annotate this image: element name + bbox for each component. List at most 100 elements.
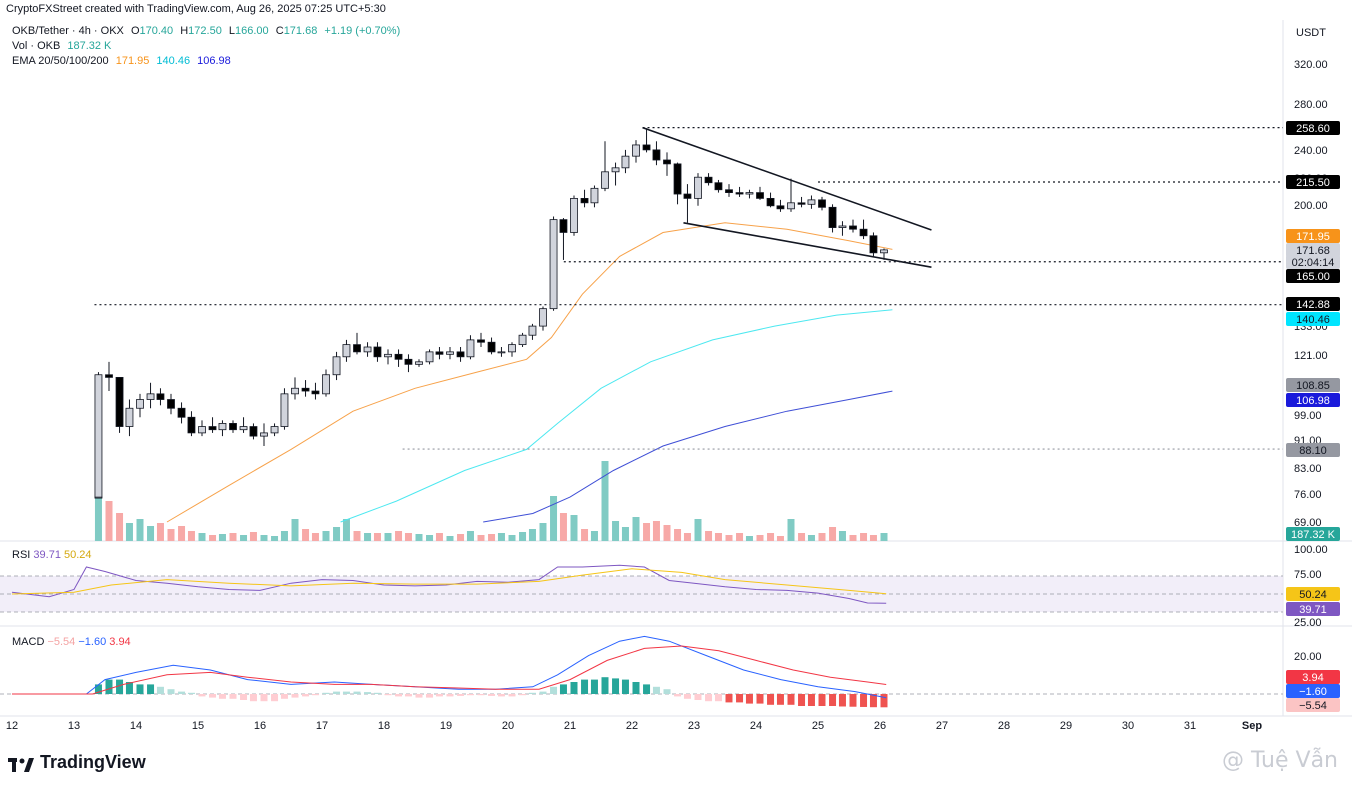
candle-body	[435, 351, 444, 355]
time-axis-label: 28	[998, 720, 1010, 732]
macd-histogram-bar	[271, 694, 279, 702]
price-tag-bg	[1286, 527, 1340, 541]
price-tag-bg	[1286, 175, 1340, 189]
price-tick-label: 99.00	[1294, 410, 1322, 422]
macd-histogram-bar	[384, 694, 392, 696]
macd-histogram-bar	[632, 682, 640, 694]
symbol-name: OKB/Tether · 4h · OKX	[12, 25, 124, 37]
volume-bar	[240, 535, 248, 541]
macd-histogram-bar	[218, 694, 226, 699]
volume-bar	[497, 533, 505, 541]
macd-value: −1.60	[78, 636, 107, 648]
macd-histogram-bar	[209, 694, 217, 698]
candle-body	[807, 199, 816, 205]
time-axis-label: 15	[192, 720, 204, 732]
ohlc-l-value: 166.00	[235, 25, 269, 37]
tradingview-logo[interactable]: TradingView	[8, 752, 146, 773]
candle-body	[105, 374, 113, 378]
macd-histogram-bar	[322, 692, 330, 694]
volume-bar	[787, 519, 795, 541]
price-tag-bg	[1286, 312, 1340, 326]
price-change: +1.19 (+0.70%)	[324, 25, 401, 37]
macd-histogram-bar	[178, 691, 186, 694]
candle-body	[694, 176, 702, 199]
candle-body	[632, 144, 640, 157]
candle-body	[404, 358, 413, 365]
price-tag: 140.46	[1296, 314, 1330, 326]
candle-body	[311, 390, 320, 395]
macd-histogram-bar	[198, 694, 206, 697]
macd-histogram-bar	[311, 694, 319, 696]
volume-bar	[229, 533, 237, 541]
volume-bar	[373, 533, 381, 541]
tradingview-logo-text: TradingView	[40, 752, 146, 772]
ohlc-o-label: O	[130, 25, 140, 37]
time-axis-label: 20	[502, 720, 514, 732]
macd-histogram-bar	[539, 691, 547, 694]
macd-histogram-bar	[94, 684, 102, 694]
volume-bar	[404, 533, 412, 541]
rsi-tag-bg	[1286, 602, 1340, 616]
price-tag-bg	[1286, 255, 1340, 269]
candle-body	[198, 426, 206, 434]
candle-body	[683, 193, 692, 199]
candle-body	[528, 325, 537, 336]
candle-body	[249, 426, 258, 437]
macd-histogram-bar	[652, 686, 660, 694]
price-tick-label: 83.00	[1294, 463, 1322, 475]
volume-bar	[322, 531, 330, 541]
top-bar: CryptoFXStreet created with TradingView.…	[0, 0, 1352, 20]
macd-tag-bg	[1286, 670, 1340, 684]
volume-bar	[105, 501, 113, 541]
volume-bar	[528, 529, 536, 541]
candle-body	[859, 228, 868, 237]
created-caption: CryptoFXStreet created with TradingView.…	[6, 3, 386, 15]
volume-bar	[125, 523, 133, 541]
ohlc-c-value: 171.68	[283, 25, 318, 37]
candle-body	[353, 344, 361, 353]
macd-histogram-bar	[426, 694, 434, 698]
candle-body	[673, 163, 682, 195]
candle-body	[332, 356, 341, 376]
volume-bar	[818, 533, 826, 541]
candle-body	[652, 149, 661, 161]
macd-histogram-bar	[674, 694, 682, 697]
macd-histogram-bar	[714, 694, 722, 702]
price-tag: 106.98	[1296, 395, 1330, 407]
candle-body	[621, 155, 630, 169]
price-axis[interactable]: USDT320.00280.00240.00200.00121.0099.009…	[1286, 27, 1340, 712]
macd-histogram-bar	[880, 694, 888, 708]
candle-body	[415, 361, 423, 365]
time-axis[interactable]: 12 13 14 15 16 17 18 19 20 21 22 23 24 25 26 27 28 29 30 31…	[6, 720, 1262, 732]
volume-bar	[116, 513, 124, 541]
volume-bar	[550, 496, 558, 541]
price-tag: 258.60	[1296, 123, 1330, 135]
volume-bar	[838, 531, 846, 541]
macd-histogram-bar	[477, 694, 485, 696]
macd-histogram-bar	[446, 694, 454, 697]
price-tag-bg	[1286, 393, 1340, 407]
price-tag-bg	[1286, 297, 1340, 311]
ohlc-h-label: H	[180, 25, 189, 37]
candles	[94, 128, 888, 499]
macd-histogram-bar	[488, 694, 496, 696]
time-axis-label: 14	[130, 720, 142, 732]
time-axis-label: 12	[6, 720, 18, 732]
macd-histogram-bar	[280, 694, 288, 699]
macd-pane	[0, 635, 1283, 708]
candle-body	[508, 344, 516, 353]
candle-body	[229, 423, 237, 431]
time-axis-label: 26	[874, 720, 886, 732]
candle-body	[270, 426, 279, 434]
volume-bar	[260, 535, 268, 541]
macd-histogram-bar	[767, 694, 775, 705]
time-axis-label: 23	[688, 720, 700, 732]
time-axis-label: 18	[378, 720, 390, 732]
macd-histogram-bar	[601, 677, 609, 694]
macd-histogram-bar	[829, 694, 837, 706]
macd-histogram-bar	[621, 679, 629, 694]
candle-body	[818, 199, 826, 208]
candle-body	[291, 387, 299, 395]
candle-body	[611, 167, 620, 173]
